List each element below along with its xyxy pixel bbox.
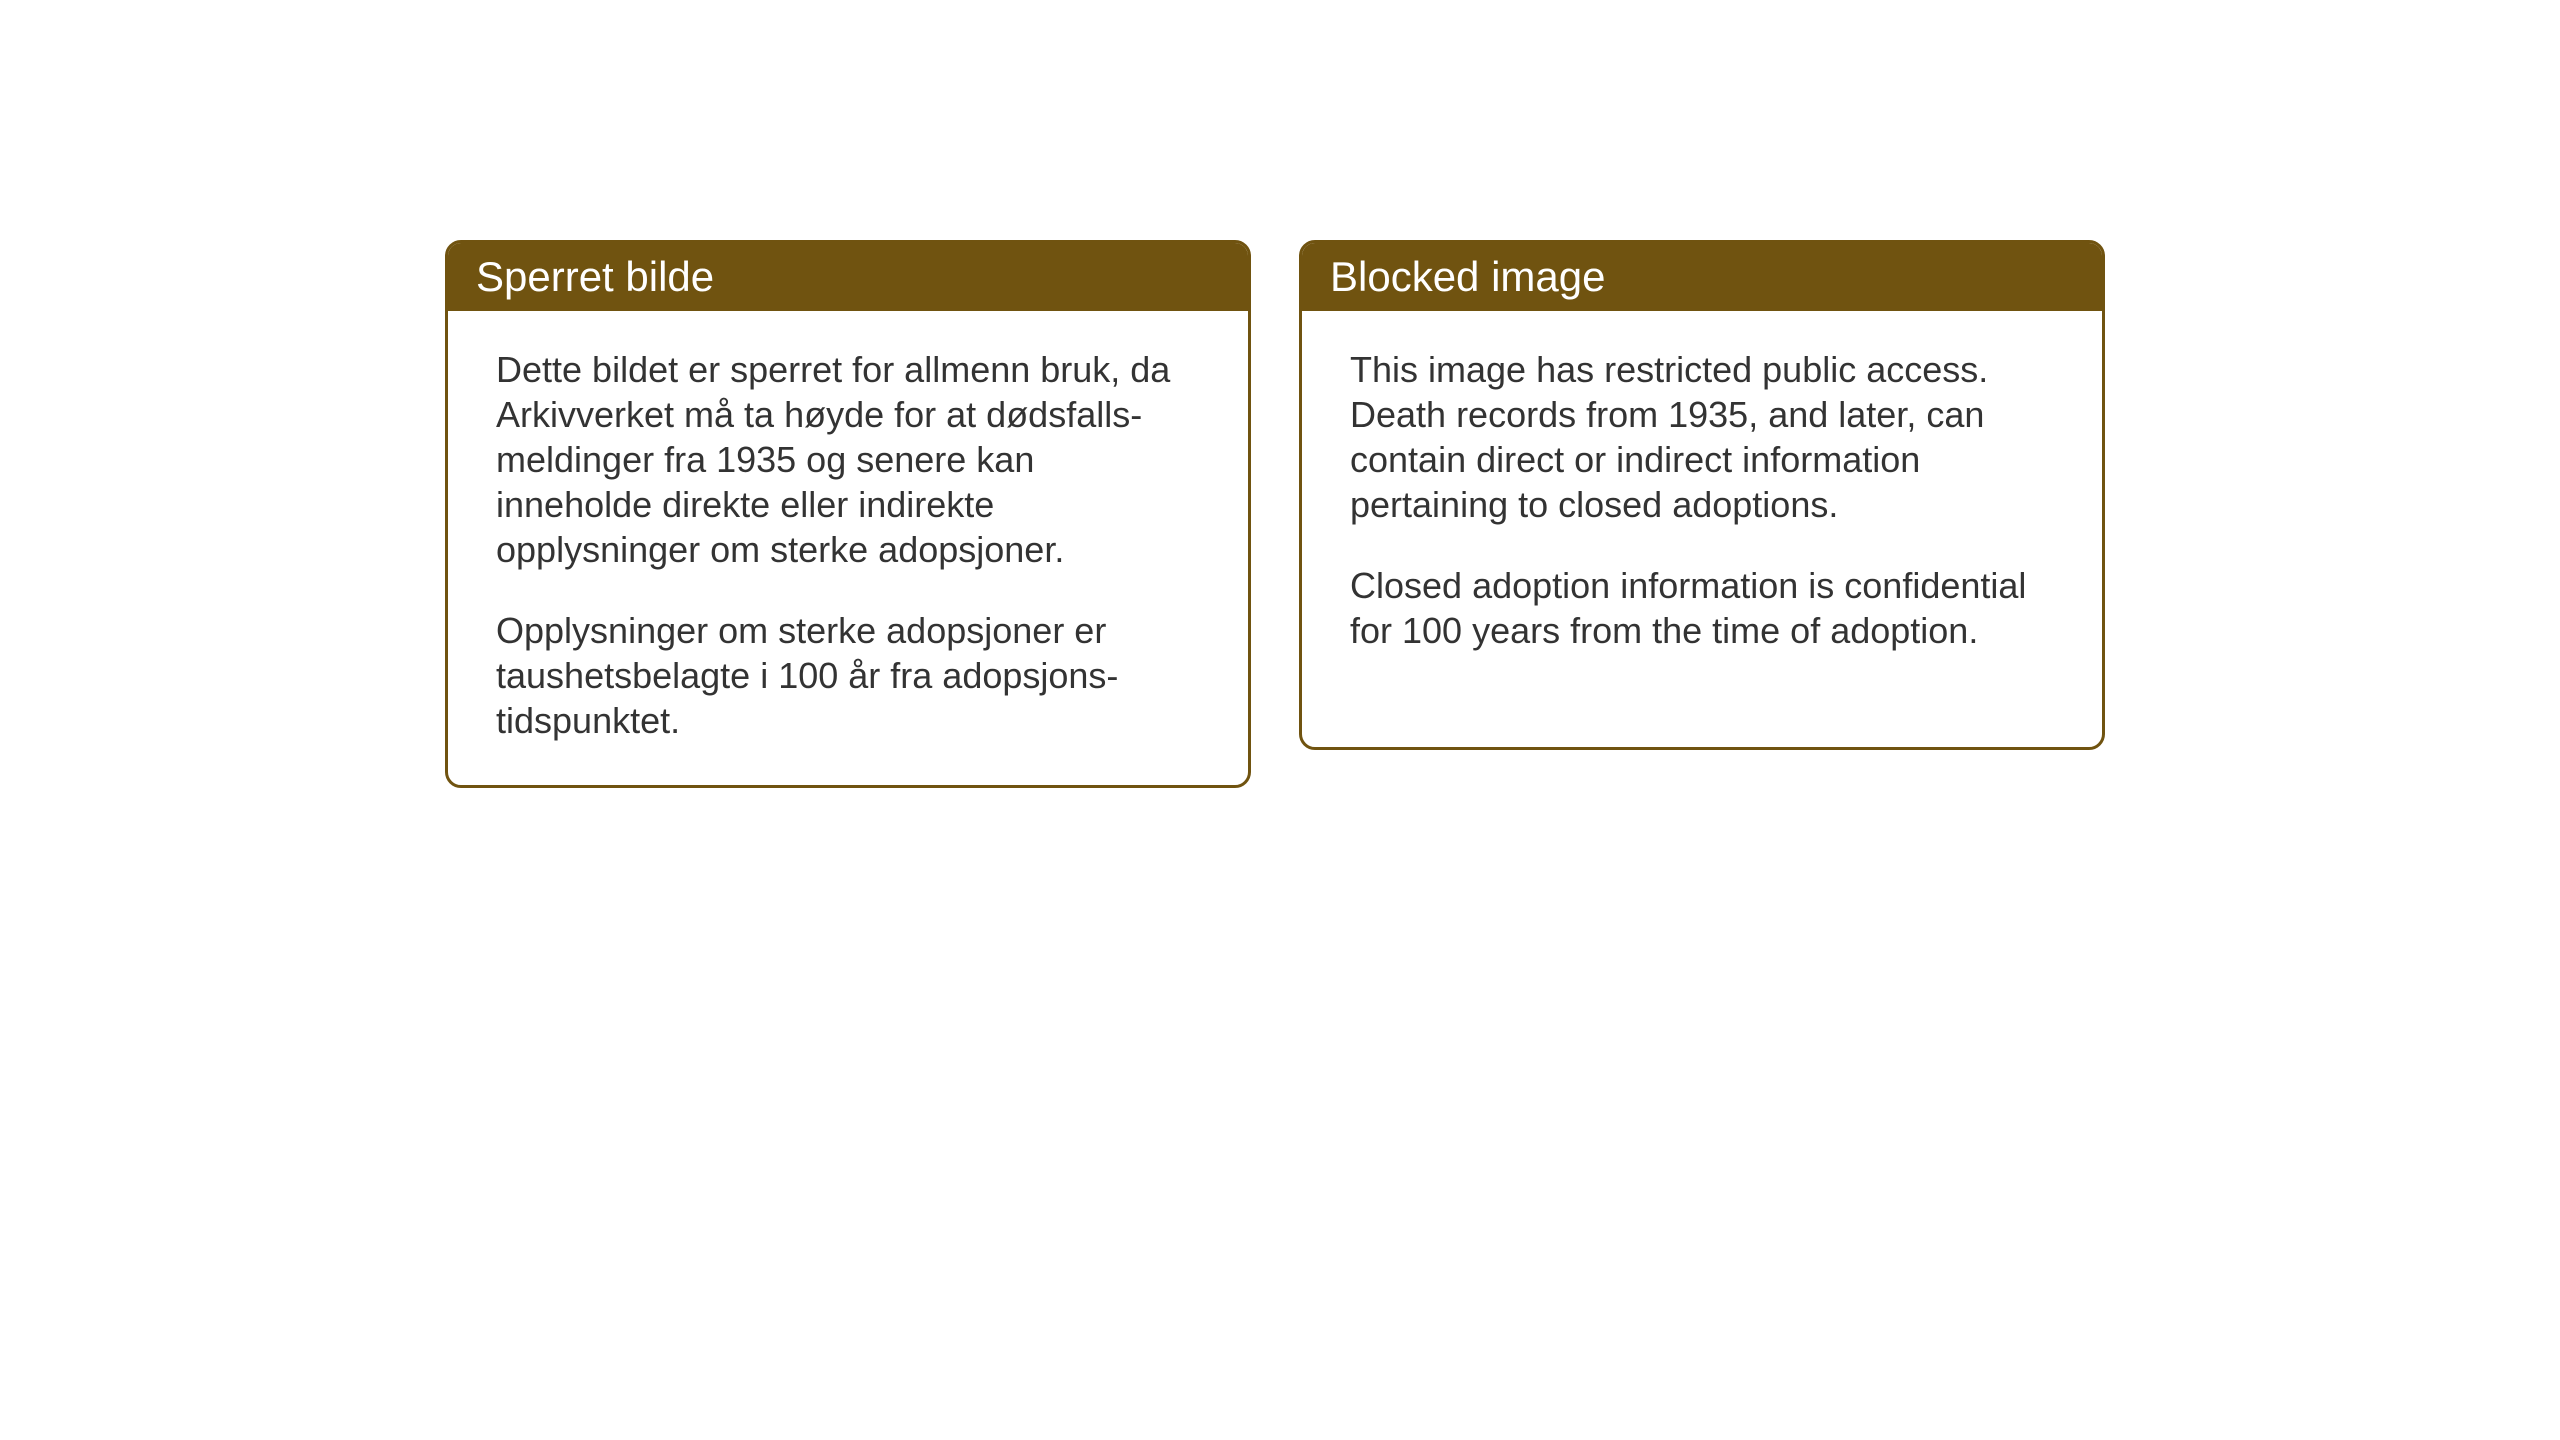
- english-paragraph-1: This image has restricted public access.…: [1350, 347, 2054, 527]
- cards-container: Sperret bilde Dette bildet er sperret fo…: [445, 240, 2105, 788]
- english-notice-card: Blocked image This image has restricted …: [1299, 240, 2105, 750]
- english-paragraph-2: Closed adoption information is confident…: [1350, 563, 2054, 653]
- norwegian-paragraph-1: Dette bildet er sperret for allmenn bruk…: [496, 347, 1200, 572]
- norwegian-paragraph-2: Opplysninger om sterke adopsjoner er tau…: [496, 608, 1200, 743]
- norwegian-notice-card: Sperret bilde Dette bildet er sperret fo…: [445, 240, 1251, 788]
- english-card-title: Blocked image: [1302, 243, 2102, 311]
- norwegian-card-title: Sperret bilde: [448, 243, 1248, 311]
- norwegian-card-body: Dette bildet er sperret for allmenn bruk…: [448, 311, 1248, 785]
- english-card-body: This image has restricted public access.…: [1302, 311, 2102, 695]
